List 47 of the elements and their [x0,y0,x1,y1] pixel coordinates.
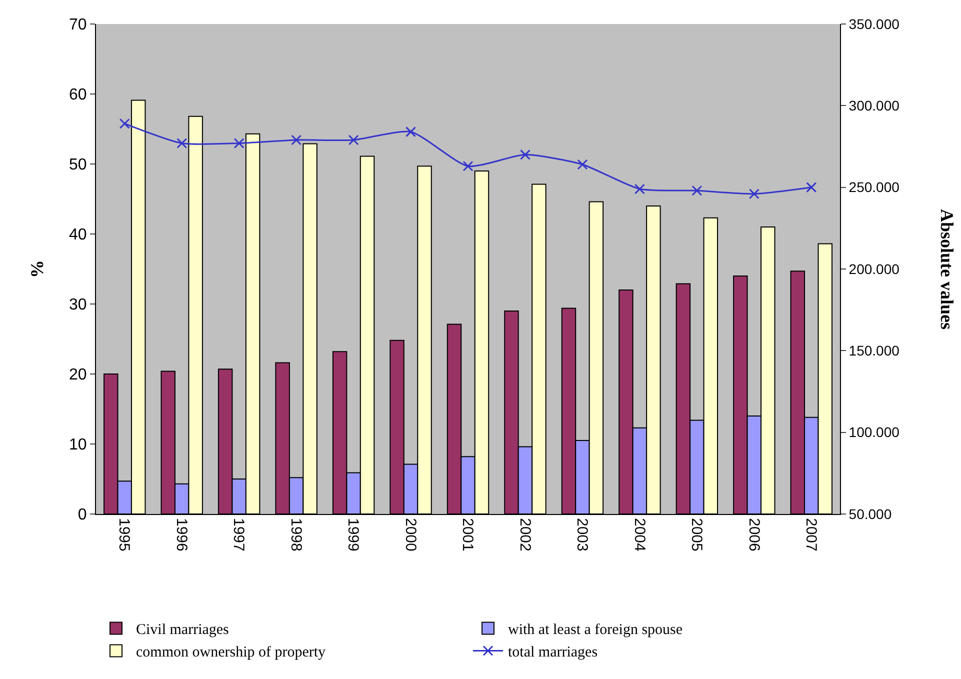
y2-tick-label: 350.000 [848,16,900,32]
point [119,118,130,129]
x-tick-label: 2002 [516,518,534,552]
y-tick-label: 10 [69,436,87,454]
x-tick-label: 1998 [287,518,304,552]
point [176,138,188,148]
y-tick-label: 60 [69,86,87,104]
legend-label: Civil marriages [136,622,230,638]
point [291,134,302,146]
y-tick-label: 0 [78,506,87,524]
point [520,149,530,160]
legend-label: total marriages [508,644,598,661]
y2-tick-label: 50.000 [848,506,892,522]
point [748,188,760,200]
y2-tick-label: 200.000 [848,260,900,277]
x-tick-label: 1995 [116,518,133,552]
x-tick-label: 2005 [688,518,706,552]
x-tick-label: 1996 [172,518,190,552]
y2-tick-label: 300.000 [848,98,900,114]
y2-tick-label: 150.000 [848,342,900,359]
point [692,185,702,196]
y-tick-label: 30 [69,296,87,314]
x-tick-label: 1997 [230,518,248,552]
legend-label: with at least a foreign spouse [508,622,683,638]
x-tick-label: 2004 [630,518,648,552]
x-tick-label: 2007 [802,518,820,552]
y-tick-label: 50 [69,156,87,174]
x-tick-label: 1999 [344,518,362,552]
y-tick-label: 70 [69,16,87,34]
x-tick-label: 2000 [402,518,419,552]
y2-axis-title: Absolute values [937,208,958,330]
point [634,184,645,194]
x-tick-label: 2001 [459,518,476,552]
y-tick-label: 40 [69,226,87,244]
y-axis-title: % [27,260,48,278]
x-tick-label: 2006 [745,518,762,552]
y-tick-label: 20 [69,366,87,384]
point [234,138,244,148]
point [806,182,817,193]
legend-label: common ownership of property [136,644,326,661]
y2-tick-label: 100.000 [848,424,900,440]
point [348,134,359,146]
point [462,160,474,172]
y2-tick-label: 250.000 [848,179,900,196]
point [406,126,416,138]
point [577,159,588,170]
x-tick-label: 2003 [574,518,591,552]
